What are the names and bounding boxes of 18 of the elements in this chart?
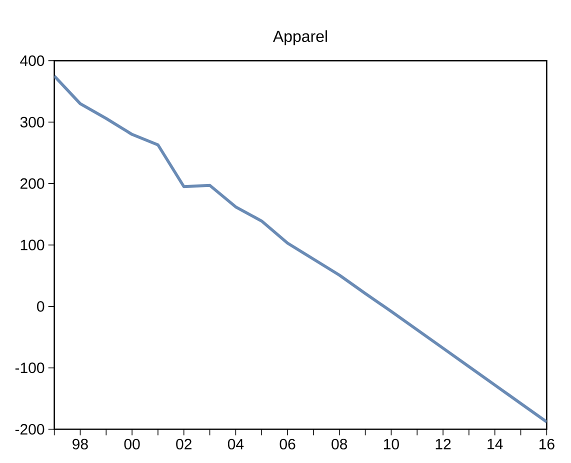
x-tick-label: 02 (176, 438, 192, 450)
chart-title: Apparel (272, 30, 327, 46)
x-tick-label: 08 (332, 438, 348, 450)
x-tick-label: 04 (228, 438, 244, 450)
y-tick-label: -100 (15, 362, 44, 374)
y-tick-label: 400 (20, 55, 44, 66)
x-tick-label: 06 (280, 438, 296, 450)
x-tick-label: 14 (488, 438, 503, 450)
y-tick-label: 0 (37, 301, 44, 312)
y-tick-label: 100 (20, 240, 44, 250)
y-tick-label: 300 (20, 116, 44, 128)
x-tick-label: 16 (539, 438, 554, 450)
x-tick-label: 98 (72, 438, 88, 450)
x-tick-label: 10 (384, 438, 399, 450)
x-tick-label: 12 (436, 438, 451, 450)
y-tick-label: 200 (20, 178, 44, 189)
y-tick-label: -200 (15, 424, 44, 435)
x-tick-label: 00 (124, 438, 140, 450)
